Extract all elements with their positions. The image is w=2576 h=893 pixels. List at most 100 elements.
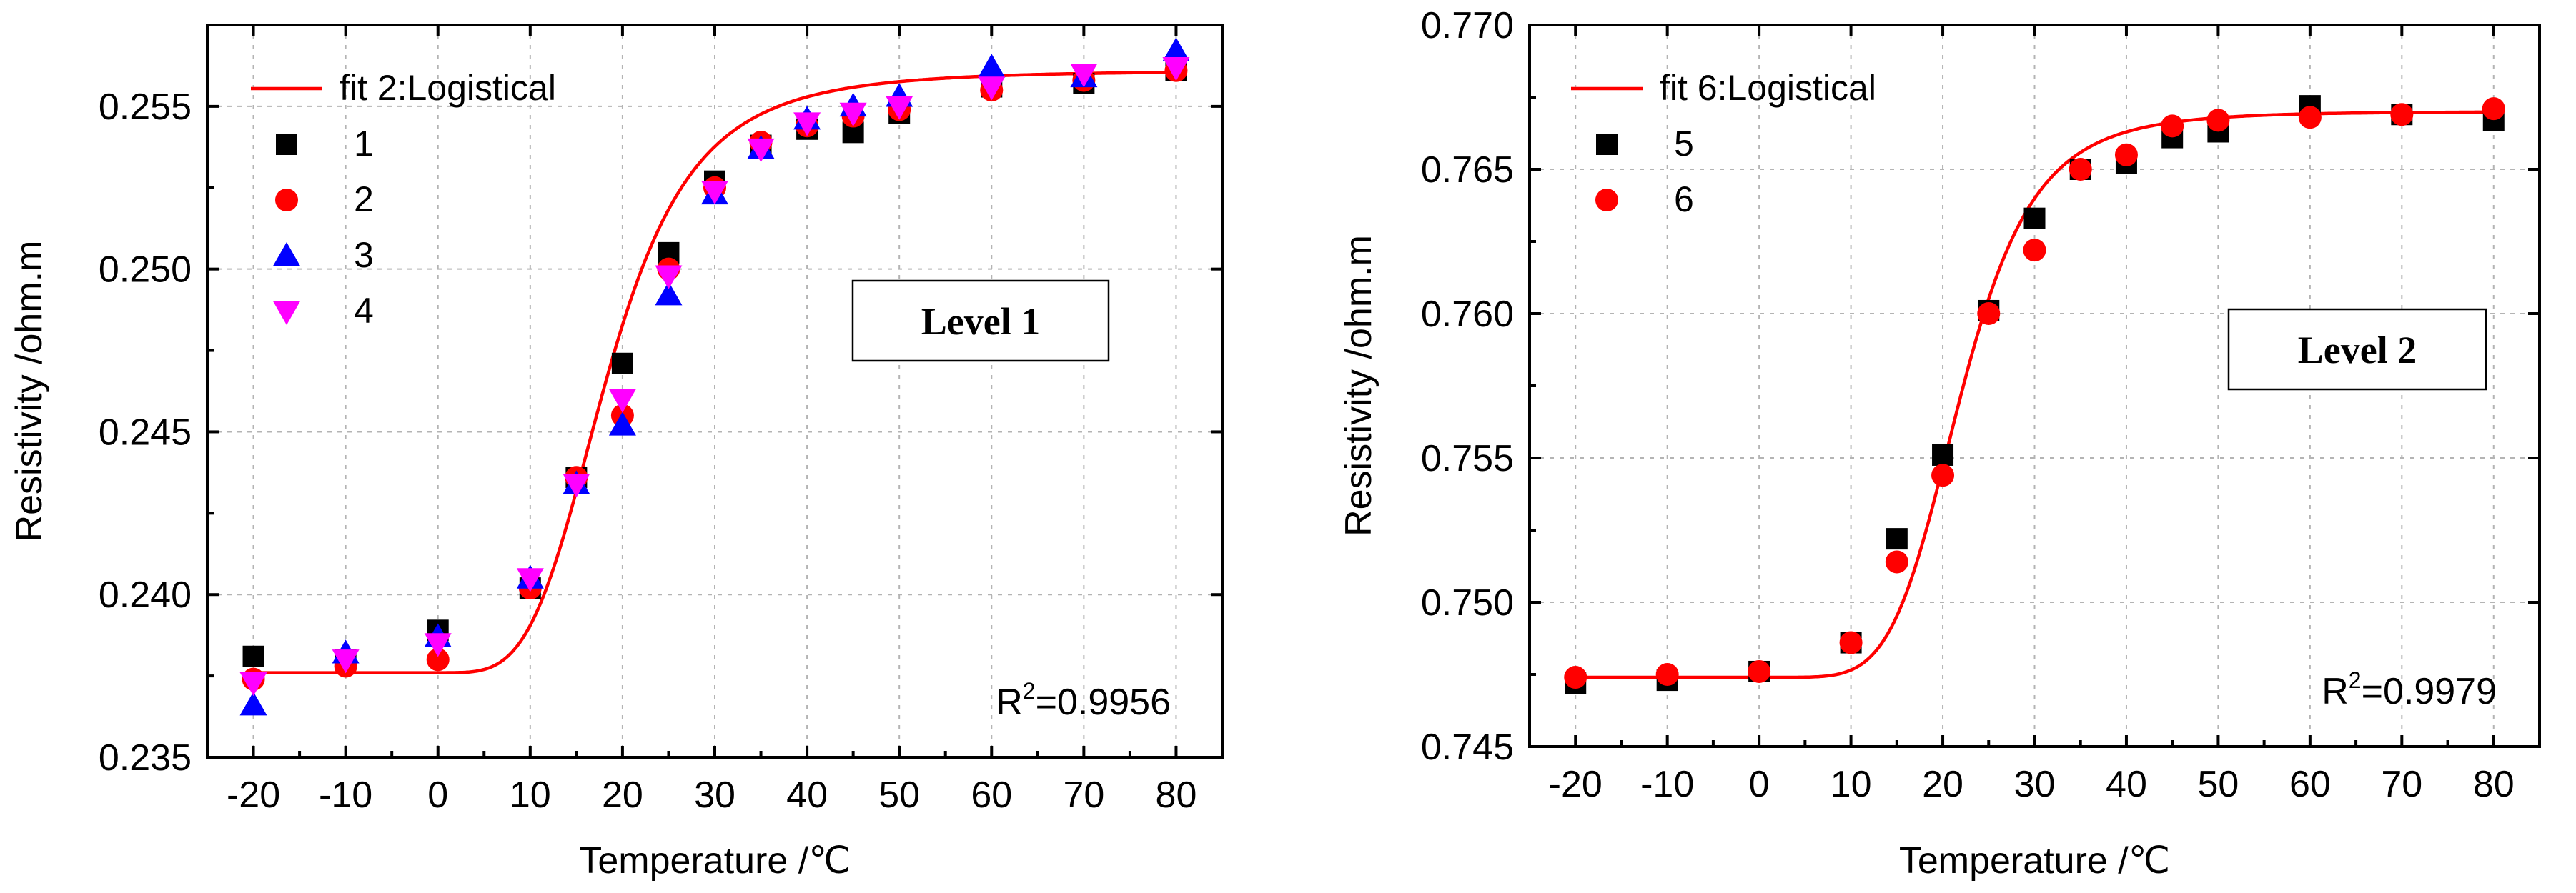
y-tick-label: 0.760: [1421, 294, 1514, 335]
data-point: [563, 474, 590, 498]
legend-label: 6: [1674, 179, 1694, 219]
x-axis: -20 -10 0 10 20 30 40 50 60 70 80: [227, 25, 1197, 816]
x-tick-label: -20: [227, 774, 280, 816]
r-squared-exponent: 2: [1023, 678, 1036, 704]
r-squared-exponent: 2: [2349, 667, 2362, 693]
x-tick-label: -10: [1640, 764, 1694, 805]
data-point: [1885, 550, 1908, 574]
legend-marker: [1596, 134, 1618, 155]
x-tick-label: 20: [602, 774, 643, 816]
y-tick-label: 0.745: [1421, 727, 1514, 768]
x-axis-title: Temperature /℃: [579, 840, 850, 882]
y-axis-title: Resistivity /ohm.m: [9, 241, 50, 542]
data-point: [1931, 464, 1955, 487]
x-tick-label: 50: [2197, 764, 2239, 805]
data-point: [839, 102, 867, 126]
r-squared-symbol: R: [2322, 671, 2349, 712]
x-tick-label: 0: [1749, 764, 1770, 805]
data-point: [239, 692, 267, 716]
x-tick-label: 30: [694, 774, 735, 816]
y-tick-label: 0.755: [1421, 438, 1514, 479]
chart-level-2: -20 -10 0 10 20 30 40 50 60 70 800.7450.7500.7550.…: [1338, 5, 2541, 882]
x-tick-label: -10: [319, 774, 372, 816]
x-tick-label: 80: [2473, 764, 2515, 805]
grid: [207, 25, 1222, 758]
data-point: [886, 96, 913, 120]
data-point: [978, 76, 1006, 101]
x-tick-label: 50: [878, 774, 920, 816]
data-point: [1070, 64, 1098, 88]
data-point: [1748, 659, 1771, 683]
data-point: [516, 568, 544, 592]
y-tick-label: 0.250: [99, 249, 192, 291]
level-box: [851, 279, 1110, 362]
legend: fit 6:Logistical 5 6: [1571, 68, 1876, 219]
series-4: [239, 56, 1190, 697]
data-point: [242, 645, 264, 667]
x-tick-label: 60: [2289, 764, 2331, 805]
x-tick-label: 60: [971, 774, 1012, 816]
data-point: [2069, 158, 2092, 181]
y-tick-label: 0.750: [1421, 582, 1514, 624]
level-box: [2227, 308, 2487, 391]
x-axis-title: Temperature /℃: [1899, 840, 2170, 882]
x-axis: -20 -10 0 10 20 30 40 50 60 70 80: [1549, 25, 2515, 805]
y-tick-label: 0.240: [99, 574, 192, 616]
data-point: [1655, 663, 1679, 686]
series-5: [1565, 95, 2505, 694]
level-label: Level 2: [2298, 329, 2417, 371]
r-squared-label: R2=0.9979: [2322, 667, 2497, 712]
legend-marker: [1595, 189, 1618, 211]
legend-marker: [273, 242, 300, 266]
data-point: [793, 112, 821, 136]
data-point: [2161, 114, 2184, 138]
x-tick-label: 40: [2106, 764, 2147, 805]
data-point: [2023, 239, 2046, 262]
y-tick-label: 0.765: [1421, 149, 1514, 191]
data-point: [2023, 207, 2046, 229]
data-point: [1162, 56, 1190, 81]
data-point: [655, 281, 683, 306]
r-squared-label: R2=0.9956: [996, 678, 1171, 723]
data-point: [2482, 97, 2505, 121]
legend: fit 2:Logistical 1 2 3 4: [251, 68, 556, 331]
y-axis-title: Resistivity /ohm.m: [1338, 235, 1379, 537]
fit-curve: [253, 70, 1176, 674]
legend-marker: [275, 189, 298, 211]
x-tick-label: 80: [1156, 774, 1197, 816]
legend-label: 4: [354, 291, 374, 331]
data-point: [1839, 631, 1863, 654]
y-tick-label: 0.245: [99, 411, 192, 453]
r-squared-value: =0.9979: [2362, 671, 2497, 712]
data-point: [424, 633, 452, 657]
x-tick-label: 70: [1063, 774, 1104, 816]
x-tick-label: 40: [786, 774, 828, 816]
data-point: [2206, 109, 2230, 132]
data-point: [426, 648, 450, 672]
series-6: [1564, 97, 2505, 689]
data-point: [239, 672, 267, 697]
y-axis: 0.235 0.240 0.245 0.250 0.255: [99, 86, 1222, 779]
data-point: [2298, 106, 2322, 129]
x-tick-label: 30: [2014, 764, 2056, 805]
data-point: [608, 411, 636, 436]
data-point: [655, 265, 683, 289]
x-tick-label: 10: [1831, 764, 1872, 805]
data-point: [611, 352, 633, 374]
y-tick-label: 0.235: [99, 737, 192, 779]
fit-curve: [1575, 110, 2494, 679]
data-point: [978, 54, 1006, 78]
legend-label: 2: [354, 179, 374, 219]
legend-fit-label: fit 6:Logistical: [1660, 68, 1876, 108]
data-point: [1886, 528, 1908, 550]
x-tick-label: -20: [1549, 764, 1602, 805]
data-point: [1162, 37, 1190, 61]
data-point: [2390, 103, 2414, 126]
legend-marker: [273, 301, 300, 325]
legend-label: 1: [354, 124, 374, 164]
level-label: Level 1: [921, 300, 1040, 343]
x-tick-label: 10: [510, 774, 551, 816]
x-tick-label: 70: [2381, 764, 2422, 805]
legend-label: 3: [354, 235, 374, 275]
data-point: [1977, 302, 2001, 325]
